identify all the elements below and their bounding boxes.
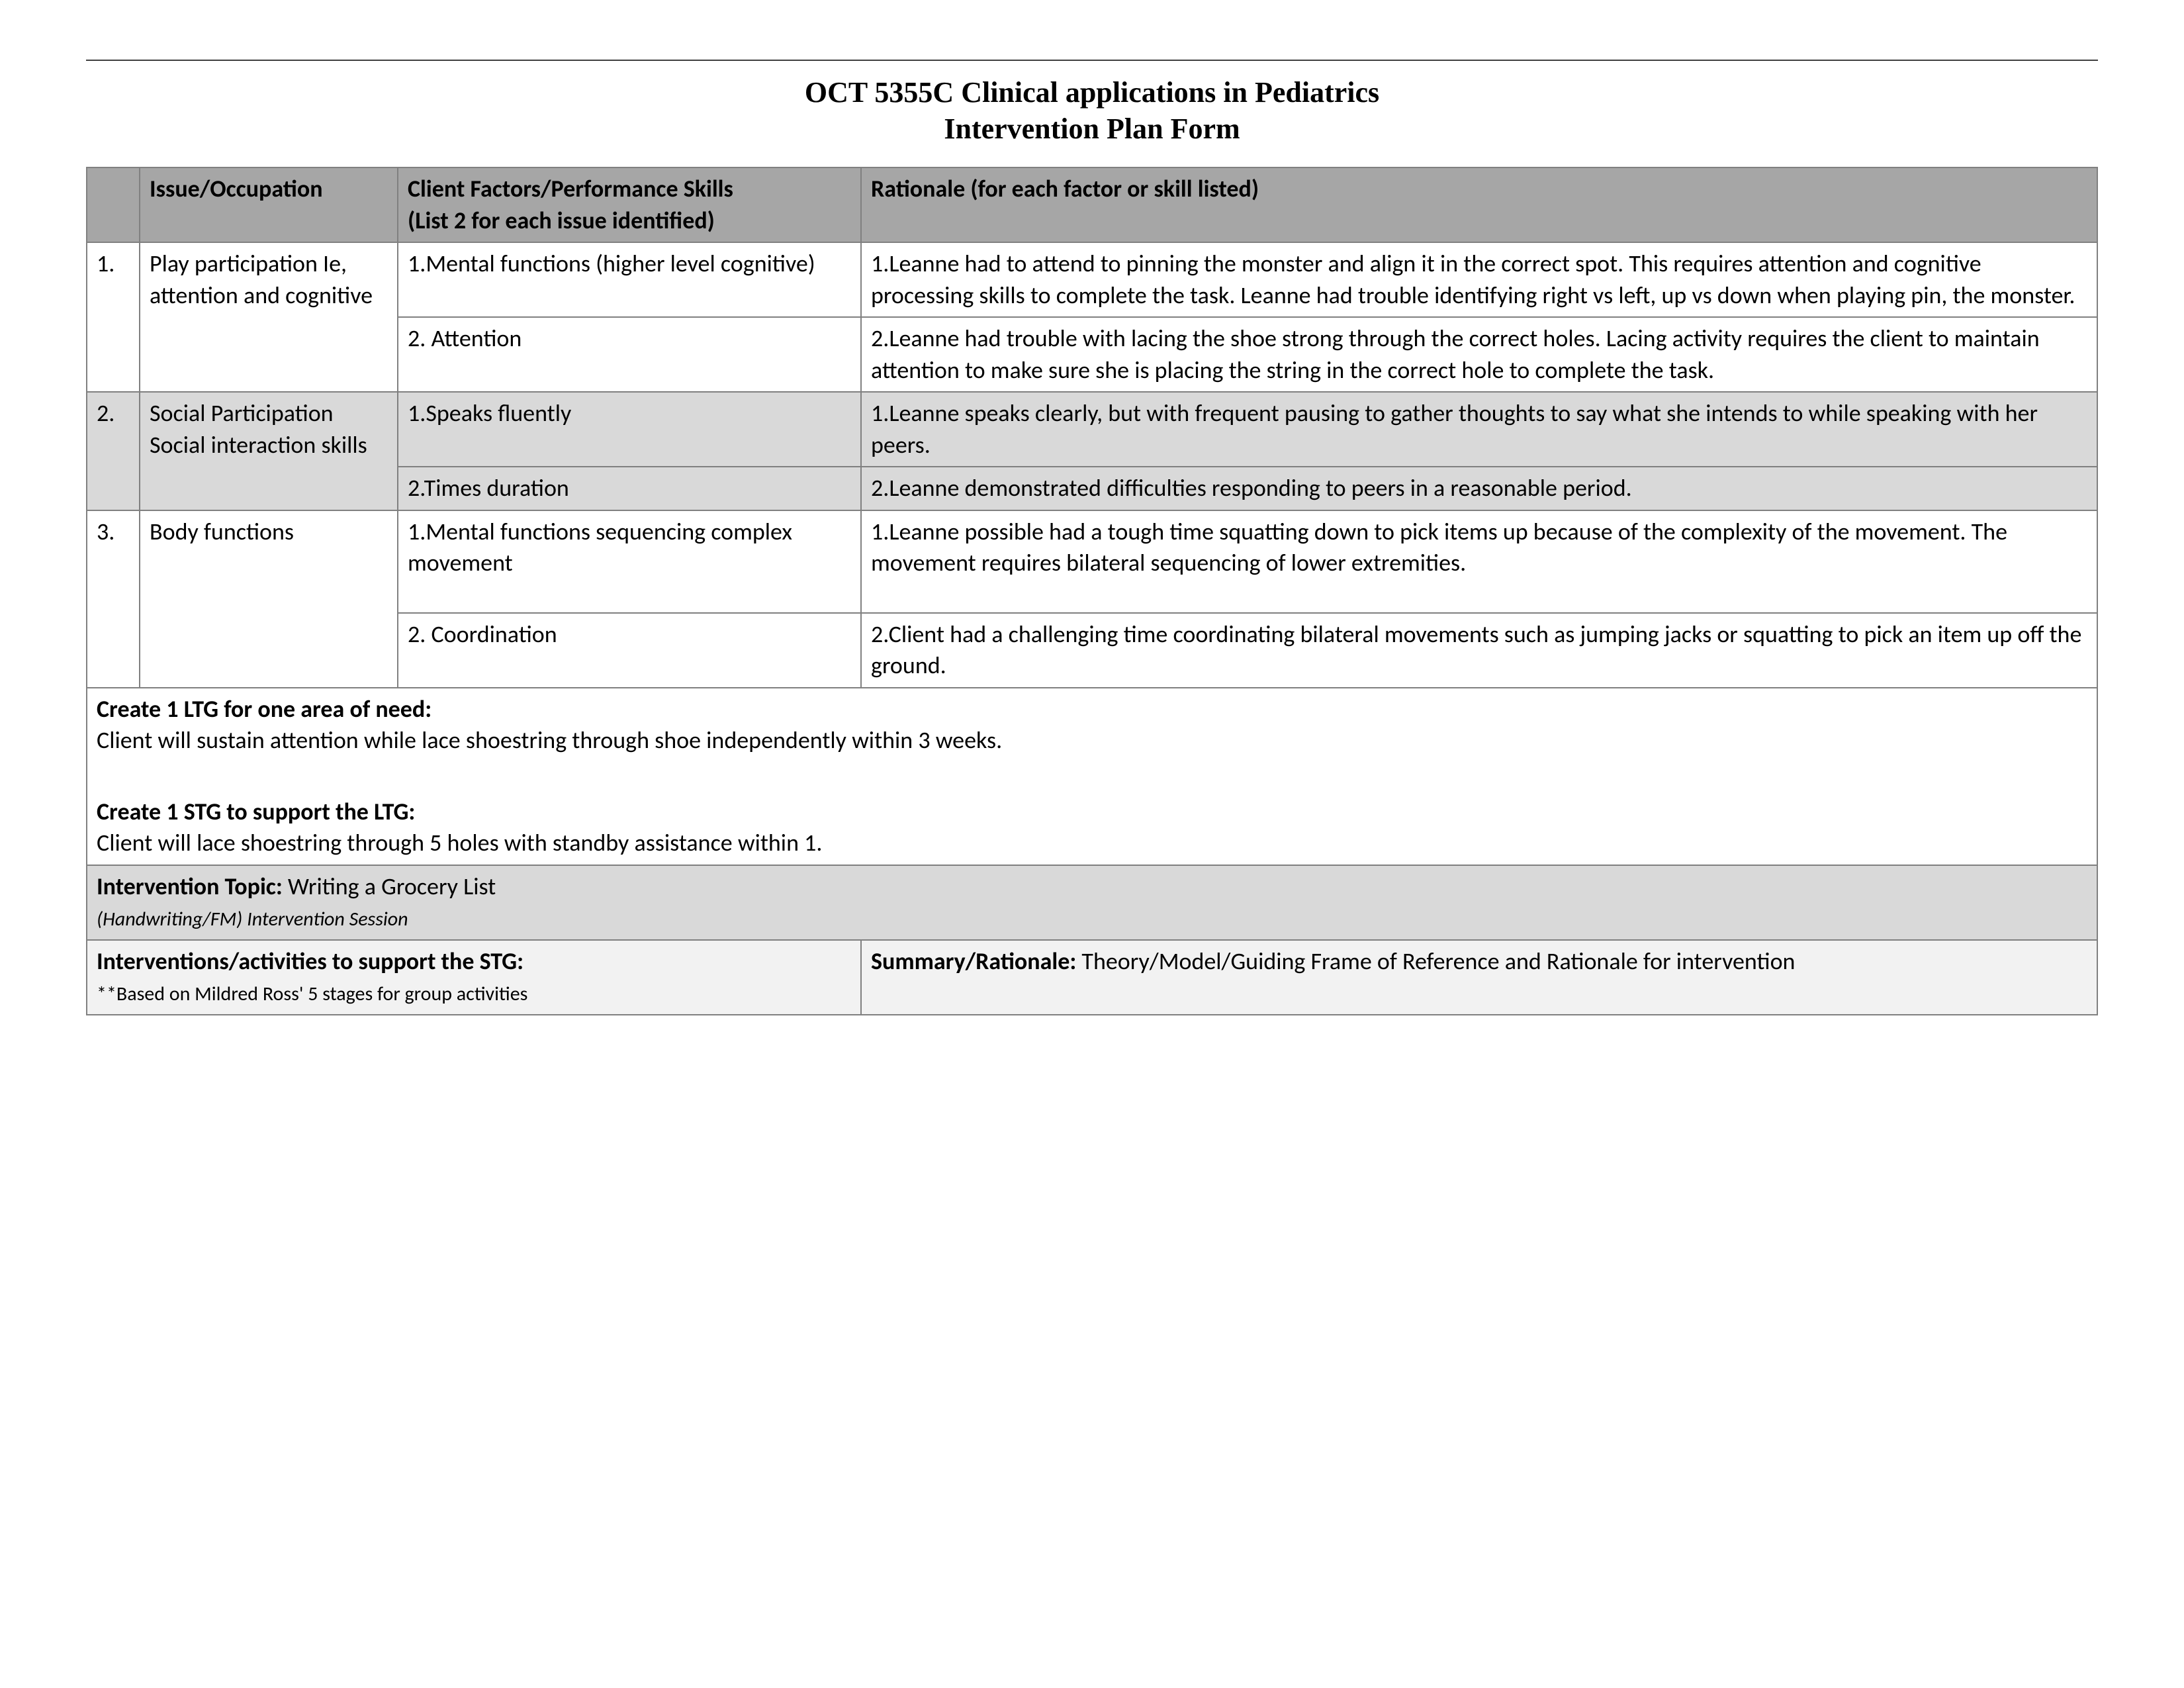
row-factor1-1: 1.Mental functions (higher level cogniti… xyxy=(398,242,861,317)
row-num-3: 3. xyxy=(87,510,140,688)
table-row: 1. Play participation Ie, attention and … xyxy=(87,242,2097,317)
row-issue-1: Play participation Ie, attention and cog… xyxy=(140,242,398,392)
row-factor2-3: 2. Coordination xyxy=(398,613,861,688)
ltg-label: Create 1 LTG for one area of need: xyxy=(97,694,432,724)
header-factors-line1: Client Factors/Performance Skills xyxy=(408,174,733,203)
header-blank xyxy=(87,167,140,242)
row-factor2-1: 2. Attention xyxy=(398,317,861,392)
row-factor1-3: 1.Mental functions sequencing complex mo… xyxy=(398,510,861,613)
goals-row: Create 1 LTG for one area of need: Clien… xyxy=(87,688,2097,865)
row-rationale2-2: 2.Leanne demonstrated difficulties respo… xyxy=(861,467,2097,510)
intervention-topic-cell: Intervention Topic: Writing a Grocery Li… xyxy=(87,865,2097,940)
ltg-text: Client will sustain attention while lace… xyxy=(97,726,1002,755)
intervention-topic-label: Intervention Topic: xyxy=(97,872,283,901)
row-num-2: 2. xyxy=(87,392,140,510)
row-num-1: 1. xyxy=(87,242,140,392)
row-factor1-2: 1.Speaks fluently xyxy=(398,392,861,467)
row-rationale1-3: 1.Leanne possible had a tough time squat… xyxy=(861,510,2097,613)
intervention-activities-row: Interventions/activities to support the … xyxy=(87,940,2097,1015)
table-header-row: Issue/Occupation Client Factors/Performa… xyxy=(87,167,2097,242)
intervention-topic-value: Writing a Grocery List xyxy=(283,872,496,901)
title-block: OCT 5355C Clinical applications in Pedia… xyxy=(86,74,2098,147)
intervention-activities-label: Interventions/activities to support the … xyxy=(97,947,523,976)
intervention-activities-note: **Based on Mildred Ross' 5 stages for gr… xyxy=(97,982,527,1006)
intervention-topic-sub: (Handwriting/FM) Intervention Session xyxy=(97,907,408,931)
table-row: 2. Social Participation Social interacti… xyxy=(87,392,2097,467)
row-issue-3: Body functions xyxy=(140,510,398,688)
table-row: 3. Body functions 1.Mental functions seq… xyxy=(87,510,2097,613)
intervention-form-table: Issue/Occupation Client Factors/Performa… xyxy=(86,167,2098,1015)
goals-cell: Create 1 LTG for one area of need: Clien… xyxy=(87,688,2097,865)
title-line1: OCT 5355C Clinical applications in Pedia… xyxy=(86,74,2098,111)
stg-text: Client will lace shoestring through 5 ho… xyxy=(97,828,822,857)
header-rationale: Rationale (for each factor or skill list… xyxy=(861,167,2097,242)
row-rationale1-2: 1.Leanne speaks clearly, but with freque… xyxy=(861,392,2097,467)
header-factors: Client Factors/Performance Skills (List … xyxy=(398,167,861,242)
row-factor2-2: 2.Times duration xyxy=(398,467,861,510)
intervention-topic-row: Intervention Topic: Writing a Grocery Li… xyxy=(87,865,2097,940)
top-rule xyxy=(86,60,2098,61)
row-rationale2-1: 2.Leanne had trouble with lacing the sho… xyxy=(861,317,2097,392)
intervention-summary-cell: Summary/Rationale: Theory/Model/Guiding … xyxy=(861,940,2097,1015)
intervention-activities-cell: Interventions/activities to support the … xyxy=(87,940,861,1015)
goal-spacer xyxy=(97,757,2087,796)
intervention-summary-label: Summary/Rationale: xyxy=(871,947,1076,976)
row-rationale2-3: 2.Client had a challenging time coordina… xyxy=(861,613,2097,688)
page: OCT 5355C Clinical applications in Pedia… xyxy=(0,0,2184,1688)
title-line2: Intervention Plan Form xyxy=(86,111,2098,147)
stg-label: Create 1 STG to support the LTG: xyxy=(97,797,415,826)
header-factors-line2: (List 2 for each issue identified) xyxy=(408,206,715,235)
intervention-summary-value: Theory/Model/Guiding Frame of Reference … xyxy=(1076,947,1795,976)
row-issue-2: Social Participation Social interaction … xyxy=(140,392,398,510)
row-rationale1-1: 1.Leanne had to attend to pinning the mo… xyxy=(861,242,2097,317)
header-issue: Issue/Occupation xyxy=(140,167,398,242)
